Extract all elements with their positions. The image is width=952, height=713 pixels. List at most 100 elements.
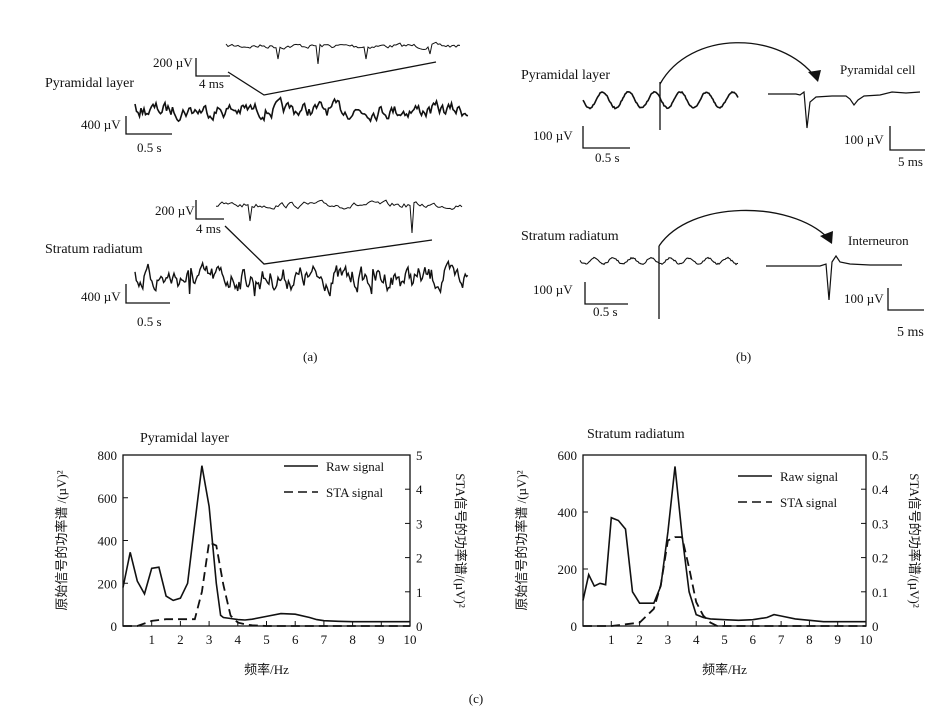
b-pyramidal-arrowhead (808, 70, 821, 82)
a-pyramidal-raw-v: 400 µV (81, 117, 121, 132)
series-line-raw (582, 466, 866, 623)
y-right-tick-label: 2 (416, 551, 423, 566)
chart-title: Pyramidal layer (140, 431, 229, 446)
b-radiatum-lfp-scalebar (584, 282, 628, 305)
a-pyramidal-raw-t: 0.5 s (137, 140, 162, 155)
x-tick-label: 8 (349, 632, 356, 647)
a-pyramidal-raw-trace (134, 96, 469, 124)
x-tick-label: 2 (177, 632, 184, 647)
x-tick-label: 7 (321, 632, 328, 647)
plot-frame (122, 454, 411, 627)
series-line-sta (583, 536, 866, 627)
b-pyramidal-spk-t: 5 ms (898, 154, 923, 169)
y-left-tick-label: 400 (98, 534, 118, 549)
x-tick-label: 2 (636, 632, 643, 647)
chart-pyramidal-psd: 1 2 3 4 5 6 7 8 9 100200400600800012345Pyramidal … (54, 431, 468, 677)
b-radiatum-spk-v: 100 µV (844, 291, 884, 306)
y-right-tick-label: 5 (416, 448, 423, 463)
a-pyramidal-zoom-scalebar (195, 58, 230, 77)
y-right-tick-label: 0.3 (872, 516, 888, 531)
b-pyramidal-spike-trace (768, 90, 921, 129)
b-pyramidal-lfp-v: 100 µV (533, 128, 573, 143)
y-right-axis-label: STA信号的功率谱/(µV)² (907, 473, 922, 608)
panel-a-label: (a) (303, 349, 317, 364)
legend-label: STA signal (780, 495, 837, 510)
panel-b: Pyramidal layer Pyramidal cell 100 µV 0.… (521, 42, 925, 364)
y-right-axis-label: STA信号的功率谱/(µV)² (453, 473, 468, 608)
y-left-tick-label: 0 (571, 619, 578, 634)
y-right-tick-label: 4 (416, 482, 423, 497)
y-right-tick-label: 0 (872, 619, 879, 634)
b-radiatum-lfp-v: 100 µV (533, 282, 573, 297)
chart-radiatum-psd: 1 2 3 4 5 6 7 8 9 10020040060000.10.20.30.40.5Str… (514, 427, 922, 677)
y-left-tick-label: 400 (558, 505, 578, 520)
y-right-tick-label: 0.2 (872, 551, 888, 566)
a-pyramidal-raw-scalebar (125, 116, 172, 135)
x-tick-label: 3 (665, 632, 672, 647)
b-radiatum-lfp-t: 0.5 s (593, 304, 618, 319)
y-right-tick-label: 0.5 (872, 448, 888, 463)
b-radiatum-arrow (658, 209, 829, 247)
x-tick-label: 9 (834, 632, 841, 647)
a-radiatum-raw-trace (134, 259, 469, 297)
b-pyramidal-spk-v: 100 µV (844, 132, 884, 147)
b-radiatum-arrowhead (820, 231, 833, 244)
b-pyramidal-lfp-t: 0.5 s (595, 150, 620, 165)
y-left-tick-label: 0 (111, 619, 118, 634)
a-radiatum-zoom-guide (224, 225, 433, 265)
panel-a: 200 µV 4 ms Pyramidal layer 400 µV 0.5 s… (45, 41, 469, 364)
x-tick-label: 4 (693, 632, 700, 647)
b-pyramidal-arrow (659, 42, 817, 85)
b-radiatum-title: Stratum radiatum (521, 229, 619, 244)
b-pyramidal-spk-scalebar (889, 126, 925, 151)
a-radiatum-zoom-v: 200 µV (155, 203, 195, 218)
y-left-tick-label: 600 (98, 491, 118, 506)
a-pyramidal-zoom-guide (227, 61, 437, 96)
a-pyramidal-zoom-t: 4 ms (199, 76, 224, 91)
x-axis-label: 频率/Hz (244, 662, 289, 677)
series-line-sta (123, 540, 410, 627)
a-radiatum-zoom-trace (216, 199, 463, 234)
x-tick-label: 10 (860, 632, 873, 647)
y-left-tick-label: 200 (558, 562, 578, 577)
y-right-tick-label: 0 (416, 619, 423, 634)
x-tick-label: 5 (721, 632, 728, 647)
a-radiatum-raw-t: 0.5 s (137, 314, 162, 329)
y-left-axis-label: 原始信号的功率谱 /(µV)² (514, 470, 529, 610)
x-tick-label: 9 (378, 632, 385, 647)
x-tick-label: 7 (778, 632, 785, 647)
x-tick-label: 3 (206, 632, 213, 647)
legend-label: STA signal (326, 485, 383, 500)
b-radiatum-spike-trace (766, 254, 902, 301)
panel-c-label: (c) (469, 691, 483, 706)
a-pyramidal-title: Pyramidal layer (45, 76, 134, 91)
a-radiatum-raw-scalebar (125, 284, 170, 304)
b-pyramidal-cell: Pyramidal cell (840, 62, 916, 77)
a-radiatum-zoom-scalebar (195, 200, 224, 220)
y-right-tick-label: 0.1 (872, 585, 888, 600)
a-radiatum-title: Stratum radiatum (45, 242, 143, 257)
series-line-raw (122, 465, 410, 623)
b-pyramidal-lfp-scalebar (582, 126, 630, 149)
x-tick-label: 6 (292, 632, 299, 647)
b-pyramidal-title: Pyramidal layer (521, 68, 610, 83)
y-left-tick-label: 800 (98, 448, 118, 463)
x-tick-label: 1 (148, 632, 155, 647)
x-tick-label: 4 (235, 632, 242, 647)
x-axis-label: 频率/Hz (702, 662, 747, 677)
y-right-tick-label: 0.4 (872, 482, 889, 497)
a-pyramidal-zoom-v: 200 µV (153, 55, 193, 70)
x-tick-label: 8 (806, 632, 813, 647)
legend-label: Raw signal (326, 459, 385, 474)
b-radiatum-spk-scalebar (887, 288, 924, 311)
panel-b-label: (b) (736, 349, 751, 364)
a-radiatum-raw-v: 400 µV (81, 289, 121, 304)
y-left-axis-label: 原始信号的功率谱 /(µV)² (54, 470, 69, 610)
a-pyramidal-zoom-trace (225, 41, 461, 65)
legend-label: Raw signal (780, 469, 839, 484)
b-radiatum-cell: Interneuron (848, 233, 909, 248)
y-left-tick-label: 600 (558, 448, 578, 463)
y-right-tick-label: 1 (416, 585, 423, 600)
x-tick-label: 6 (750, 632, 757, 647)
